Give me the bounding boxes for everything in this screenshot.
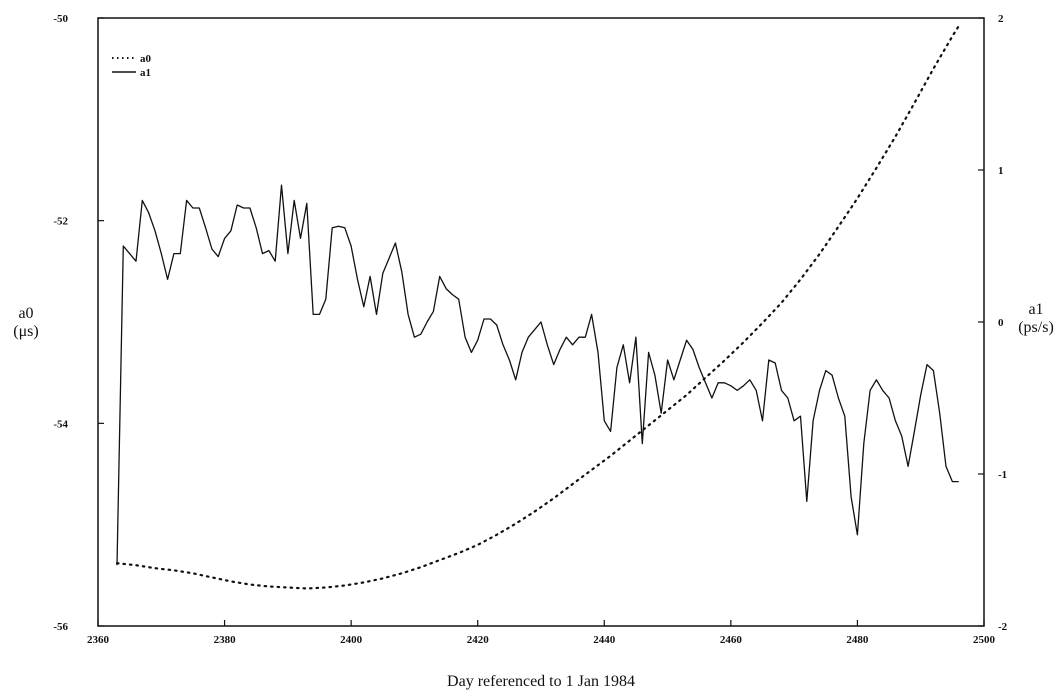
right-y-tick-label: -1 xyxy=(998,469,1007,481)
series-line-a0 xyxy=(115,25,960,590)
left-y-axis-ticks: -56 -54 -52 -50 xyxy=(53,13,104,633)
left-y-axis-title-line1: a0 xyxy=(18,305,33,322)
x-axis-ticks: 2360 2380 2400 2420 2440 2460 2480 2500 xyxy=(87,620,996,646)
x-tick-label: 2360 xyxy=(87,634,110,646)
legend-a0-label: a0 xyxy=(140,53,152,65)
x-tick-label: 2500 xyxy=(973,634,996,646)
x-tick-label: 2420 xyxy=(467,634,490,646)
x-tick-label: 2400 xyxy=(340,634,363,646)
left-y-tick-label: -52 xyxy=(53,216,68,228)
legend: a0 a1 xyxy=(112,53,152,79)
x-tick-label: 2460 xyxy=(720,634,743,646)
series-layer xyxy=(115,25,960,590)
left-y-axis-title-line2: (μs) xyxy=(13,323,38,340)
left-y-tick-label: -50 xyxy=(53,13,68,25)
x-tick-label: 2440 xyxy=(593,634,616,646)
x-tick-label: 2380 xyxy=(214,634,237,646)
left-y-tick-label: -54 xyxy=(53,418,68,430)
right-y-tick-label: 2 xyxy=(998,13,1004,25)
right-y-tick-label: 0 xyxy=(998,317,1004,329)
left-y-tick-label: -56 xyxy=(53,621,68,633)
right-y-axis-title-line1: a1 xyxy=(1028,301,1043,318)
x-tick-label: 2480 xyxy=(846,634,869,646)
right-y-tick-label: 1 xyxy=(998,165,1004,177)
x-axis-title: Day referenced to 1 Jan 1984 xyxy=(447,673,635,690)
right-y-tick-label: -2 xyxy=(998,621,1008,633)
right-y-axis-title-line2: (ps/s) xyxy=(1018,319,1054,336)
legend-a1-label: a1 xyxy=(140,67,151,79)
right-y-axis-ticks: -2 -1 0 1 2 xyxy=(978,13,1008,633)
series-line-a1 xyxy=(116,184,959,566)
